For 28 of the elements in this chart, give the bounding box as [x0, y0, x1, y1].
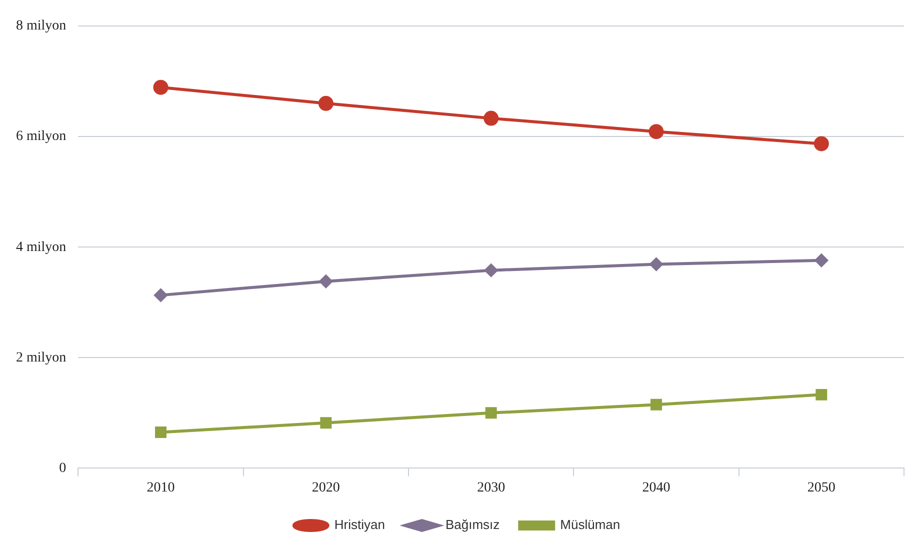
legend-label: Bağımsız: [445, 517, 500, 532]
point: [484, 264, 498, 277]
point: [650, 258, 663, 271]
point: [154, 288, 168, 302]
y-tick-label: 0: [59, 460, 66, 476]
point: [155, 426, 166, 438]
x-tick-label: 2010: [146, 480, 175, 496]
x-tick-label: 2030: [477, 480, 506, 496]
y-tick-label: 4 milyon: [16, 240, 66, 255]
point: [153, 80, 168, 95]
legend-label: Müslüman: [560, 517, 620, 532]
x-tick-label: 2040: [642, 480, 670, 496]
point: [485, 407, 497, 419]
point: [814, 254, 828, 267]
point: [814, 136, 829, 152]
point: [650, 398, 662, 410]
point: [319, 274, 332, 288]
y-tick-label: 6 milyon: [16, 129, 66, 144]
point: [648, 124, 664, 140]
legend-label: Hristiyan: [334, 517, 385, 532]
x-tick-label: 2050: [807, 480, 836, 496]
point: [318, 96, 334, 111]
y-tick-label: 2 milyon: [16, 350, 66, 366]
y-tick-label: 8 milyon: [16, 18, 66, 34]
x-tick-label: 2020: [312, 480, 340, 496]
point: [484, 110, 499, 126]
point: [816, 388, 828, 400]
point: [320, 417, 332, 429]
